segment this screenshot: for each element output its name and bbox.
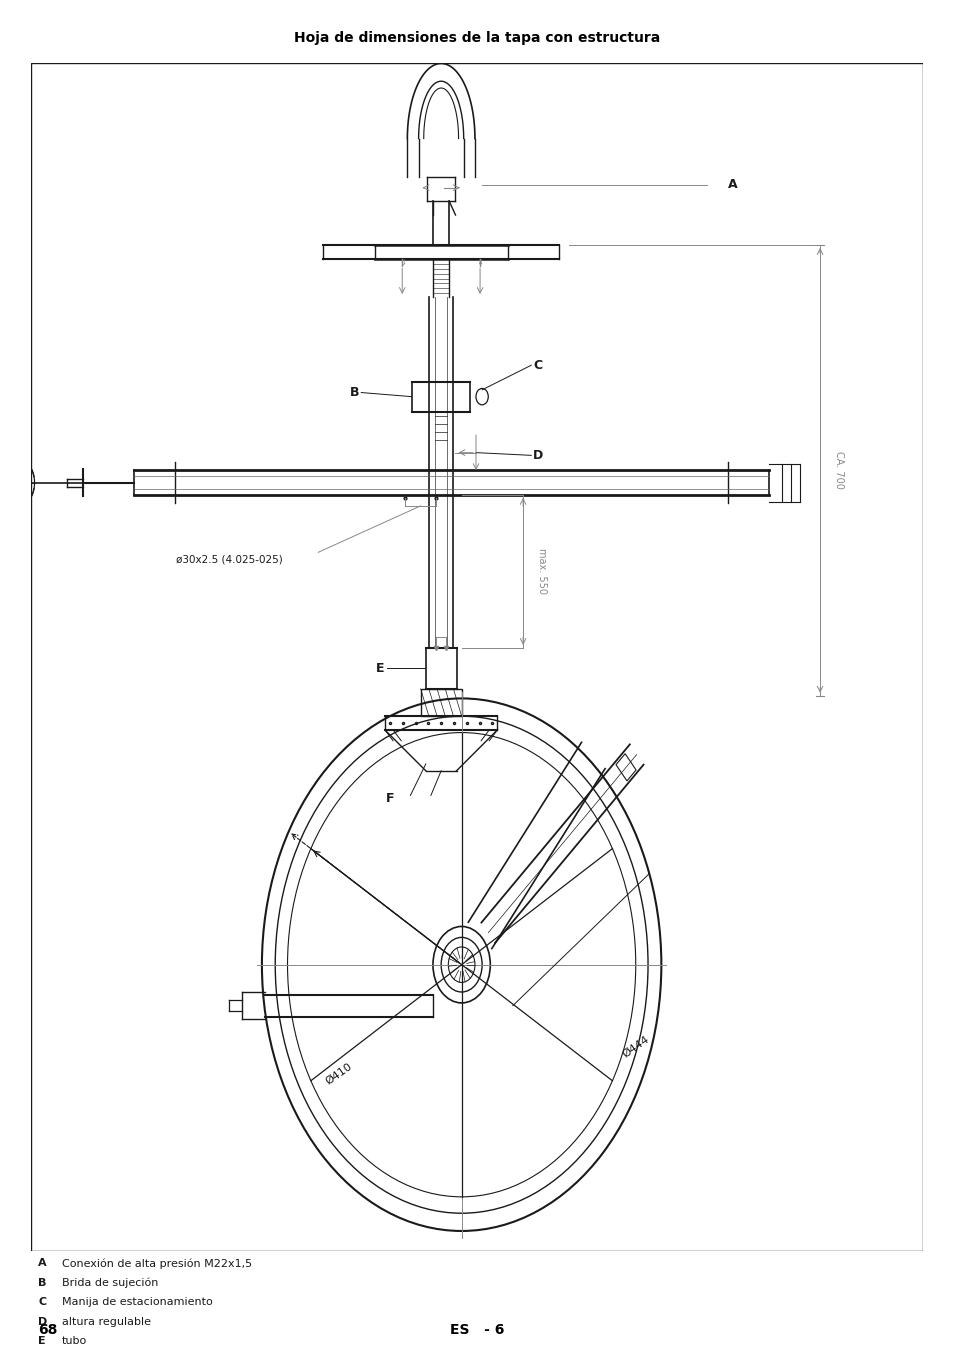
- Text: B: B: [38, 1277, 47, 1288]
- Text: F: F: [385, 791, 394, 805]
- Text: Manija de estacionamiento: Manija de estacionamiento: [62, 1297, 213, 1307]
- Text: tubo: tubo: [62, 1336, 87, 1346]
- Text: Conexión de alta presión M22x1,5: Conexión de alta presión M22x1,5: [62, 1258, 252, 1269]
- Text: CA. 700: CA. 700: [833, 451, 842, 489]
- Text: A: A: [38, 1258, 47, 1268]
- Text: E: E: [38, 1336, 46, 1346]
- Text: Ø410: Ø410: [323, 1061, 354, 1087]
- Text: A: A: [727, 178, 737, 192]
- Text: ES   - 6: ES - 6: [450, 1323, 503, 1336]
- Text: Ø444: Ø444: [619, 1034, 650, 1060]
- Text: max. 550: max. 550: [536, 548, 546, 594]
- Text: altura regulable: altura regulable: [62, 1318, 151, 1327]
- Bar: [420, 688, 461, 716]
- Text: D: D: [38, 1318, 48, 1327]
- Text: D: D: [533, 448, 543, 462]
- Text: B: B: [350, 386, 359, 400]
- Text: C: C: [38, 1297, 47, 1307]
- Text: Brida de sujeción: Brida de sujeción: [62, 1277, 158, 1288]
- Text: 68: 68: [38, 1323, 57, 1336]
- Text: C: C: [533, 359, 542, 371]
- Text: Hoja de dimensiones de la tapa con estructura: Hoja de dimensiones de la tapa con estru…: [294, 31, 659, 45]
- Text: E: E: [375, 662, 384, 675]
- Text: ø30x2.5 (4.025-025): ø30x2.5 (4.025-025): [175, 554, 282, 564]
- Text: ⇓: ⇓: [398, 258, 405, 267]
- Text: ⇓: ⇓: [476, 258, 483, 267]
